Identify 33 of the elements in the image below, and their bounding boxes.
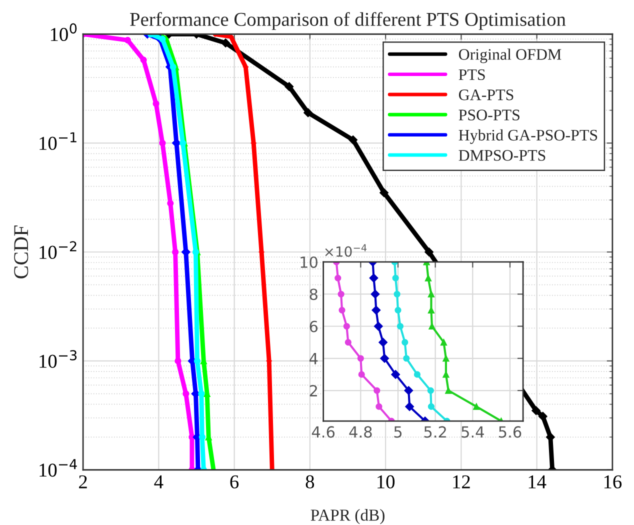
x-tick-label: 4.6 — [312, 426, 335, 438]
chart-title: Performance Comparison of different PTS Optimisation — [130, 12, 566, 30]
y-tick-label: 8 — [310, 288, 318, 300]
legend-label: GA-PTS — [458, 89, 514, 100]
x-tick-label: 5 — [394, 426, 402, 438]
legend-label: PSO-PTS — [458, 110, 520, 120]
y-tick-label: 10$^{−1}$ — [40, 132, 76, 150]
y-tick-label: 10$^{−4}$ — [40, 459, 77, 477]
x-tick-label: 5.4 — [462, 426, 484, 438]
x-tick-label: 10 — [378, 475, 395, 488]
y-tick-label: 6 — [310, 320, 318, 332]
x-tick-label: 12 — [453, 475, 470, 488]
legend-label: DMPSO-PTS — [458, 150, 546, 161]
annotation: ×10$^{−4}$ — [325, 244, 367, 257]
x-tick-label: 6 — [230, 475, 239, 488]
y-tick-label: 10$^{−3}$ — [40, 350, 77, 368]
x-tick-label: 16 — [604, 475, 622, 488]
legend-label: Hybrid GA-PSO-PTS — [458, 129, 598, 144]
y-tick-label: 10$^{−2}$ — [40, 241, 76, 259]
x-tick-label: 14 — [528, 475, 546, 488]
x-tick-label: 4.8 — [349, 426, 372, 438]
y-tick-label: 2 — [310, 384, 317, 396]
x-tick-label: 5.2 — [424, 426, 446, 438]
legend-label: Original OFDM — [458, 48, 562, 64]
y-tick-label: 4 — [310, 353, 318, 364]
x-axis-title: PAPR (dB) — [310, 509, 384, 524]
y-axis-title: CCDF — [14, 226, 28, 278]
x-tick-label: 2 — [79, 475, 87, 488]
legend-label: PTS — [458, 69, 485, 80]
x-tick-label: 5.6 — [499, 426, 522, 438]
y-tick-label: 10 — [300, 256, 318, 268]
y-tick-label: 10$^{0}$ — [50, 23, 77, 42]
x-tick-label: 4 — [154, 475, 164, 488]
